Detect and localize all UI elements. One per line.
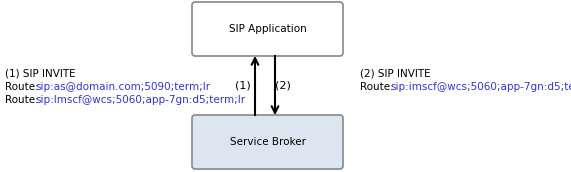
Text: Route:: Route: bbox=[5, 82, 45, 92]
Text: SIP Application: SIP Application bbox=[228, 24, 307, 34]
Text: (1) SIP INVITE: (1) SIP INVITE bbox=[5, 69, 75, 79]
Text: Route:: Route: bbox=[360, 82, 400, 92]
Text: (2): (2) bbox=[275, 80, 291, 90]
Text: (1): (1) bbox=[235, 80, 251, 90]
Text: Service Broker: Service Broker bbox=[230, 137, 305, 147]
FancyBboxPatch shape bbox=[192, 2, 343, 56]
FancyBboxPatch shape bbox=[192, 115, 343, 169]
Text: sip:as@domain.com;5090;term;lr: sip:as@domain.com;5090;term;lr bbox=[35, 82, 210, 92]
Text: (2) SIP INVITE: (2) SIP INVITE bbox=[360, 69, 431, 79]
Text: sip:imscf@wcs;5060;app-7gn:d5;term;lr: sip:imscf@wcs;5060;app-7gn:d5;term;lr bbox=[390, 82, 571, 92]
Text: Route:: Route: bbox=[5, 95, 45, 105]
Text: sip:Imscf@wcs;5060;app-7gn:d5;term;lr: sip:Imscf@wcs;5060;app-7gn:d5;term;lr bbox=[35, 95, 245, 105]
